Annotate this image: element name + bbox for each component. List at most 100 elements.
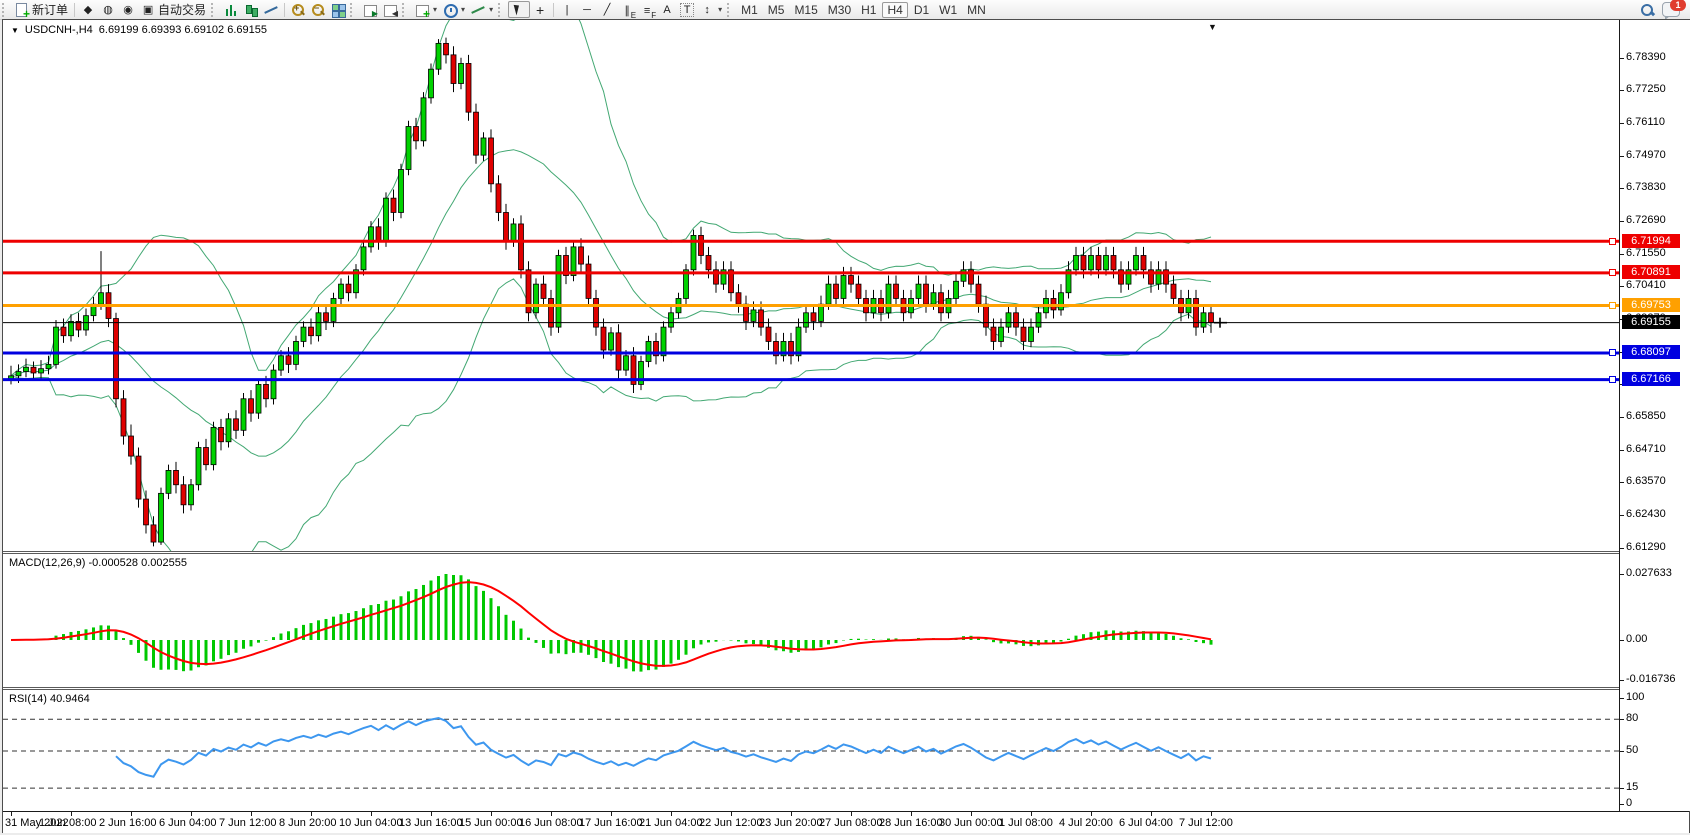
time-axis-tick — [1031, 812, 1032, 816]
chart-symbol-period: USDCNH-,H4 — [24, 24, 93, 36]
time-axis-tick — [671, 812, 672, 816]
axis-tick — [1620, 574, 1624, 575]
tab-timeframe-H4[interactable]: H4 — [882, 1, 908, 18]
tab-timeframe-H1[interactable]: H1 — [861, 2, 877, 17]
macd-canvas[interactable] — [3, 554, 1619, 687]
toolbar-grip[interactable] — [727, 2, 734, 17]
text-label-button[interactable]: T — [677, 1, 697, 18]
candlestick-chart-button[interactable] — [241, 1, 261, 18]
equidistant-channel-button[interactable]: ∥ E — [617, 1, 637, 20]
signals-button[interactable]: ◉ — [118, 1, 138, 18]
time-axis-label: 10 Jun 04:00 — [339, 817, 403, 829]
collapse-arrow-icon[interactable]: ▼ — [11, 25, 19, 35]
main-price-pane[interactable] — [3, 20, 1619, 551]
rsi-pane[interactable]: RSI(14) 40.9464 — [3, 690, 1619, 811]
macd-scale-zero: 0.00 — [1626, 633, 1648, 645]
tab-timeframe-MN[interactable]: MN — [967, 2, 986, 17]
community-button[interactable]: ◍ — [98, 1, 118, 18]
channel-icon: ∥ E — [624, 4, 637, 20]
price-tick-label: 6.73830 — [1626, 181, 1666, 193]
time-axis-label: 4 Jul 20:00 — [1059, 817, 1113, 829]
time-axis-label: 7 Jul 12:00 — [1179, 817, 1233, 829]
price-tick-label: 6.70410 — [1626, 279, 1666, 291]
hline-price-label: 6.70891 — [1622, 265, 1680, 279]
tab-timeframe-D1[interactable]: D1 — [913, 2, 930, 17]
hline-end-marker[interactable] — [1609, 269, 1616, 276]
time-axis-tick — [431, 812, 432, 816]
notifications-icon[interactable]: 1 — [1662, 0, 1686, 20]
vertical-line-button[interactable]: | — [557, 1, 577, 18]
bar-chart-button[interactable] — [221, 1, 241, 18]
macd-pane[interactable]: MACD(12,26,9) -0.000528 0.002555 — [3, 554, 1619, 687]
horizontal-line-icon: ─ — [583, 3, 591, 16]
new-order-label: 新订单 — [32, 3, 69, 17]
toolbar-grip[interactable] — [402, 2, 409, 17]
axis-tick — [1620, 417, 1624, 418]
axis-tick — [1620, 482, 1624, 483]
time-axis-tick — [131, 812, 132, 816]
main-chart-canvas[interactable] — [3, 20, 1619, 551]
shapes-icon: ↕ — [704, 3, 710, 16]
toolbar-grip[interactable] — [211, 2, 218, 17]
toolbar-grip[interactable] — [2, 2, 9, 17]
templates-button[interactable]: ▾ — [468, 1, 496, 18]
fibonacci-button[interactable]: ≡ F — [637, 1, 657, 20]
macd-label: MACD(12,26,9) -0.000528 0.002555 — [9, 557, 187, 569]
axis-tick — [1620, 254, 1624, 255]
axis-tick — [1620, 804, 1624, 805]
hline-end-marker[interactable] — [1609, 238, 1616, 245]
crosshair-icon: + — [535, 1, 545, 18]
zoom-in-icon: + — [291, 3, 306, 17]
autotrading-button[interactable]: ▣ 自动交易 — [138, 1, 209, 18]
price-tick-label: 6.64710 — [1626, 443, 1666, 455]
tile-windows-button[interactable] — [328, 1, 348, 18]
rsi-scale-label: 80 — [1626, 712, 1639, 724]
text-button[interactable]: A — [657, 1, 677, 18]
chart-shift-button[interactable]: ◀ — [380, 1, 400, 18]
current-price-label: 6.69155 — [1622, 315, 1680, 329]
indicators-button[interactable]: + ▾ — [412, 1, 440, 20]
time-axis[interactable]: 31 May 2022 1 Jun 08:00 2 Jun 16:00 6 Jun 0… — [3, 811, 1689, 833]
tab-timeframe-M5[interactable]: M5 — [767, 2, 785, 17]
pane-splitter[interactable] — [3, 551, 1689, 554]
search-icon[interactable] — [1640, 3, 1656, 17]
hline-end-marker[interactable] — [1609, 349, 1616, 356]
line-chart-button[interactable] — [261, 1, 281, 18]
axis-tick — [1620, 286, 1624, 287]
hline-end-marker[interactable] — [1609, 302, 1616, 309]
trendline-button[interactable]: ╱ — [597, 1, 617, 18]
time-axis-tick — [251, 812, 252, 816]
price-axis[interactable]: 6.78390 6.77250 6.76110 6.74970 6.73830 6.726… — [1619, 20, 1690, 811]
time-axis-tick — [911, 812, 912, 816]
tab-timeframe-W1[interactable]: W1 — [939, 2, 958, 17]
axis-tick — [1620, 698, 1624, 699]
tab-timeframe-M1[interactable]: M1 — [741, 2, 758, 17]
auto-scroll-button[interactable]: ▶ — [360, 1, 380, 18]
tab-timeframe-M15[interactable]: M15 — [794, 2, 818, 17]
axis-tick — [1620, 640, 1624, 641]
zoom-out-button[interactable]: − — [308, 1, 328, 18]
cursor-icon — [512, 3, 526, 17]
template-icon — [471, 3, 485, 17]
new-order-button[interactable]: + 新订单 — [12, 1, 71, 20]
deposit-button[interactable]: ◆ — [78, 1, 98, 18]
price-tick-label: 6.72690 — [1626, 214, 1666, 226]
horizontal-line-button[interactable]: ─ — [577, 1, 597, 18]
rsi-canvas[interactable] — [3, 690, 1619, 811]
pane-splitter[interactable] — [3, 687, 1689, 690]
hline-end-marker[interactable] — [1609, 376, 1616, 383]
cursor-button[interactable] — [508, 1, 531, 18]
periods-button[interactable]: ▾ — [440, 1, 468, 18]
time-axis-tick — [311, 812, 312, 816]
rsi-scale-label: 15 — [1626, 781, 1639, 793]
crosshair-button[interactable]: + — [530, 1, 550, 18]
time-axis-label: 23 Jun 20:00 — [759, 817, 823, 829]
tab-timeframe-M30[interactable]: M30 — [827, 2, 852, 17]
toolbar-grip[interactable] — [498, 2, 505, 17]
toolbar-grip[interactable] — [350, 2, 357, 17]
zoom-in-button[interactable]: + — [288, 1, 308, 18]
time-axis-label: 1 Jun 08:00 — [39, 817, 97, 829]
shapes-button[interactable]: ↕ ▾ — [697, 1, 725, 18]
hline-price-label: 6.71994 — [1622, 234, 1680, 248]
time-axis-tick — [1151, 812, 1152, 816]
